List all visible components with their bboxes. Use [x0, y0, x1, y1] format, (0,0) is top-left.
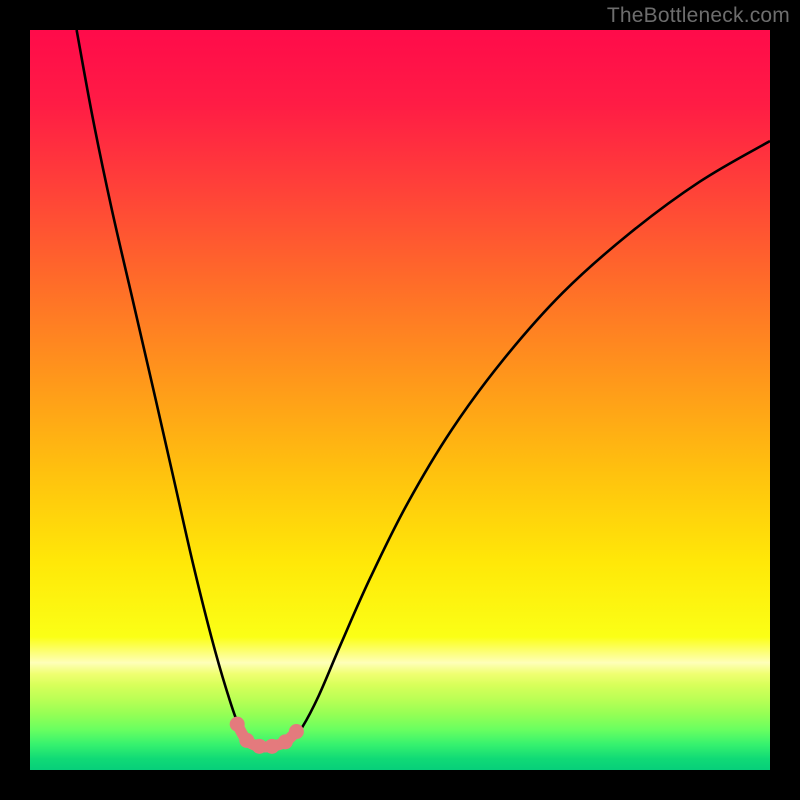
gradient-background: [30, 30, 770, 770]
chart-svg: [30, 30, 770, 770]
plot-area: [30, 30, 770, 770]
watermark-label: TheBottleneck.com: [607, 4, 790, 28]
highlight-marker: [264, 739, 279, 754]
highlight-marker: [289, 724, 304, 739]
chart-canvas: TheBottleneck.com: [0, 0, 800, 800]
highlight-marker: [278, 734, 293, 749]
highlight-marker: [230, 717, 245, 732]
